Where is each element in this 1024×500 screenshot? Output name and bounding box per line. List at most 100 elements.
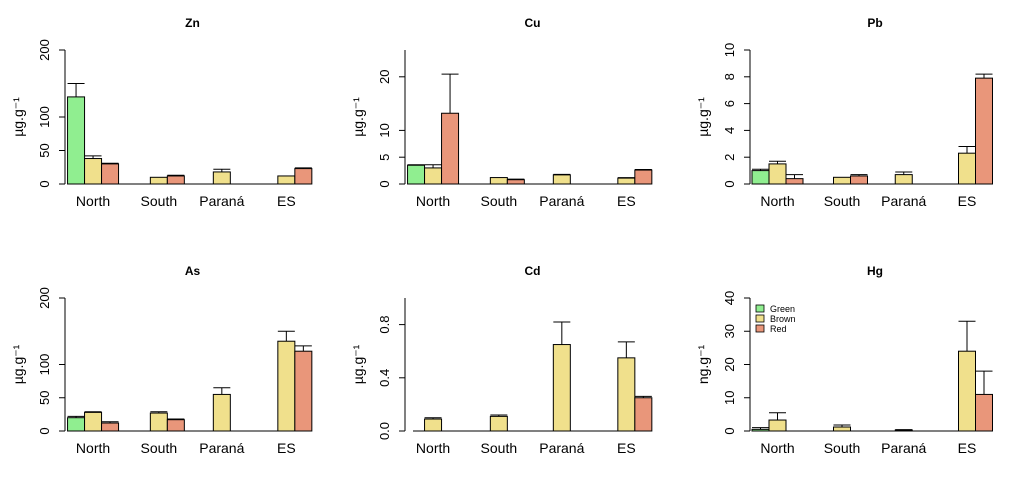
bar-brown	[768, 163, 787, 185]
bar-brown	[552, 174, 571, 185]
x-tick-label: South	[141, 440, 178, 456]
y-tick-label: 0	[722, 180, 737, 187]
y-tick-label: 200	[37, 39, 52, 61]
y-tick-label: 200	[37, 287, 52, 309]
x-tick-label: Paraná	[539, 193, 584, 209]
bar-brown	[617, 177, 636, 185]
panel-title: Cd	[525, 264, 541, 278]
bar-red	[975, 77, 993, 185]
panel-pb: Pb 0 2 4 6 8 10 µg.g⁻¹ North South Paraná ES	[695, 16, 993, 209]
y-tick-label: 8	[722, 73, 737, 80]
y-tick-label: 10	[377, 123, 392, 137]
x-tick-label: Paraná	[199, 193, 244, 209]
legend-swatch-green	[755, 304, 765, 313]
y-tick-label: 10	[722, 43, 737, 57]
x-tick-label: Paraná	[199, 440, 244, 456]
bar-brown	[84, 158, 103, 185]
y-tick-label: 0	[37, 427, 52, 434]
bar-brown	[149, 412, 168, 432]
legend-swatch-red	[755, 324, 765, 333]
bar-red	[850, 175, 868, 185]
bar-green	[407, 164, 426, 185]
x-tick-label: Paraná	[539, 440, 584, 456]
legend-label-brown: Brown	[770, 314, 796, 324]
panel-cu: Cu 0 5 10 20 µg.g⁻¹ North South Paraná ES	[350, 16, 653, 209]
x-tick-label: North	[760, 193, 794, 209]
y-axis-label: µg.g⁻¹	[10, 344, 26, 384]
bar-brown	[894, 174, 913, 185]
x-tick-label: South	[481, 440, 518, 456]
x-tick-label: Paraná	[881, 440, 926, 456]
y-tick-label: 100	[37, 106, 52, 128]
x-tick-label: ES	[277, 193, 296, 209]
bar-green	[751, 170, 770, 185]
bar-brown	[424, 418, 443, 432]
panel-title: Pb	[867, 16, 882, 30]
y-tick-label: 50	[37, 143, 52, 157]
y-axis-label: µg.g⁻¹	[695, 97, 711, 137]
x-tick-label: South	[824, 193, 861, 209]
y-tick-label: 6	[722, 100, 737, 107]
y-axis-label: µg.g⁻¹	[350, 97, 366, 137]
y-axis-label: ng.g⁻¹	[695, 345, 711, 385]
bar-red	[506, 179, 525, 185]
bar-brown	[84, 411, 103, 432]
panel-cd: Cd 0.0 0.4 0.8 µg.g⁻¹ North South Paraná ES	[350, 264, 653, 456]
y-tick-label: 40	[722, 291, 737, 305]
bar-red	[166, 175, 185, 185]
bar-red	[294, 350, 313, 432]
bar-brown	[212, 171, 231, 185]
x-tick-label: ES	[617, 193, 636, 209]
y-tick-label: 0.0	[377, 422, 392, 440]
bar-brown	[552, 344, 571, 432]
bar-red	[101, 163, 120, 185]
y-axis-label: µg.g⁻¹	[10, 97, 26, 137]
bar-red	[294, 168, 313, 185]
bar-red	[441, 112, 460, 185]
panel-title: Hg	[867, 264, 883, 278]
panel-title: Zn	[185, 16, 200, 30]
y-tick-label: 2	[722, 154, 737, 161]
panel-hg: Hg 0 10 20 30 40 ng.g⁻¹ North South Paraná ES Green…	[695, 264, 993, 456]
bar-brown	[768, 419, 787, 432]
x-tick-label: North	[760, 440, 794, 456]
y-tick-label: 0	[37, 180, 52, 187]
bar-green	[751, 428, 770, 432]
y-tick-label: 0.8	[377, 316, 392, 334]
panel-title: Cu	[525, 16, 541, 30]
bar-brown	[212, 393, 231, 432]
x-tick-label: South	[824, 440, 861, 456]
x-tick-label: ES	[958, 440, 977, 456]
bar-red	[166, 419, 185, 432]
bar-brown	[489, 177, 508, 185]
x-tick-label: Paraná	[881, 193, 926, 209]
bar-red	[785, 178, 804, 185]
legend-label-green: Green	[770, 304, 795, 314]
x-tick-label: South	[141, 193, 178, 209]
x-tick-label: North	[76, 440, 110, 456]
x-tick-label: North	[416, 193, 450, 209]
x-tick-label: South	[481, 193, 518, 209]
bar-brown	[424, 167, 443, 185]
bar-brown	[958, 152, 976, 185]
bar-brown	[277, 175, 296, 185]
x-tick-label: ES	[617, 440, 636, 456]
y-tick-label: 0	[722, 427, 737, 434]
y-axis-label: µg.g⁻¹	[350, 344, 366, 384]
y-tick-label: 4	[722, 127, 737, 134]
panel-title: As	[185, 264, 201, 278]
legend-swatch-brown	[755, 314, 765, 323]
x-tick-label: North	[416, 440, 450, 456]
bar-brown	[833, 426, 851, 432]
bar-brown	[489, 415, 508, 432]
bar-green	[67, 417, 86, 432]
bar-red	[975, 393, 993, 432]
y-tick-label: 20	[722, 357, 737, 371]
x-tick-label: ES	[958, 193, 977, 209]
y-tick-label: 20	[377, 70, 392, 84]
y-tick-label: 5	[377, 154, 392, 161]
bar-brown	[277, 340, 296, 432]
y-tick-label: 10	[722, 391, 737, 405]
